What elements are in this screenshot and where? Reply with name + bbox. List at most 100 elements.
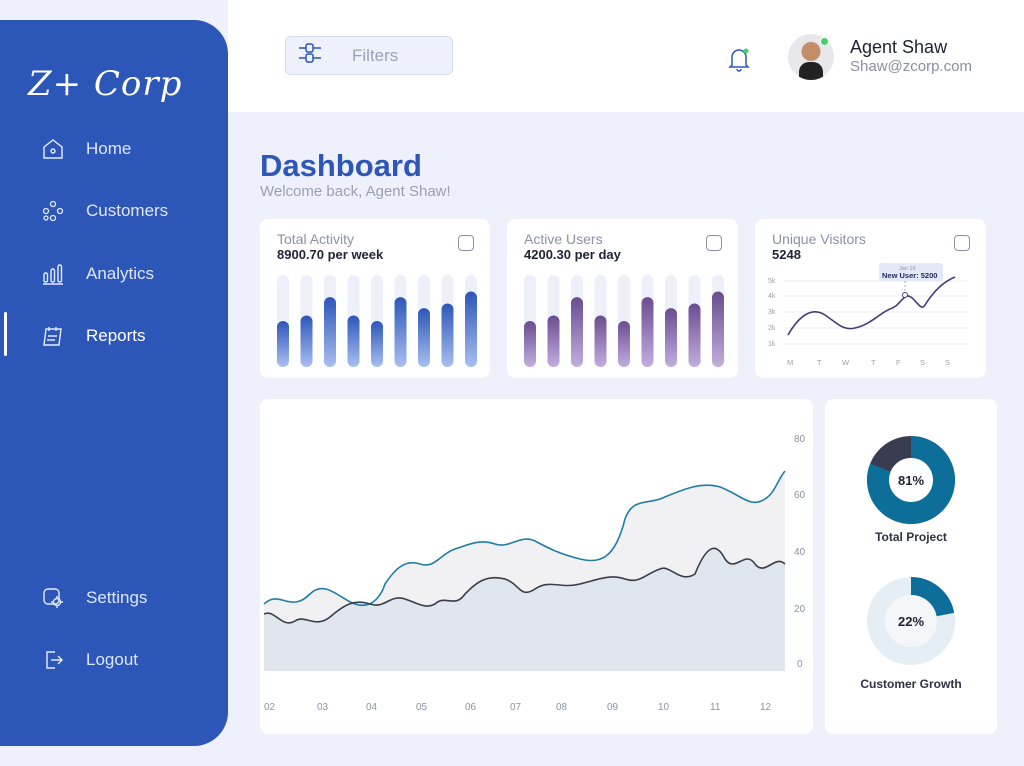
main-area-chart-card[interactable]: 80 60 40 20 0 02 03 04 05 06 07 08 09 10… <box>260 399 813 734</box>
donut-label: Total Project <box>875 530 947 544</box>
sidebar-item-label: Reports <box>86 326 146 345</box>
trend-down-icon <box>706 235 722 251</box>
notification-bell-icon[interactable] <box>728 46 750 77</box>
bar <box>524 321 536 367</box>
x-tick: S <box>920 358 925 367</box>
bar <box>277 321 289 367</box>
bar <box>618 321 630 367</box>
bar <box>571 297 583 367</box>
user-name: Agent Shaw <box>850 37 948 57</box>
filter-icon <box>298 42 322 69</box>
bar <box>594 315 607 367</box>
x-tick: 06 <box>465 702 477 713</box>
main-area-chart: 80 60 40 20 0 02 03 04 05 06 07 08 09 10… <box>263 434 806 713</box>
y-axis: 80 60 40 20 0 <box>794 434 806 670</box>
x-tick: F <box>896 358 901 367</box>
page-subtitle: Welcome back, Agent Shaw! <box>260 183 451 200</box>
user-email: Shaw@zcorp.com <box>850 58 972 75</box>
total-activity-card[interactable]: Total Activity 8900.70 per week <box>260 219 490 378</box>
x-tick: 12 <box>760 702 772 713</box>
tooltip <box>879 263 943 281</box>
users-bar-chart <box>524 275 724 367</box>
page-title: Dashboard <box>260 148 422 183</box>
y-tick: 40 <box>794 547 806 558</box>
card-title: Unique Visitors <box>772 231 866 247</box>
x-axis: M T W T F S S <box>787 358 950 367</box>
home-icon <box>40 136 66 162</box>
donut-label: Customer Growth <box>860 677 962 691</box>
x-axis: 02 03 04 05 06 07 08 09 10 11 12 <box>264 702 772 713</box>
logout-icon <box>40 647 66 673</box>
x-tick: 03 <box>317 702 329 713</box>
filters-label: Filters <box>352 45 399 65</box>
x-tick: 10 <box>658 702 670 713</box>
reports-icon <box>40 323 66 349</box>
bar <box>547 315 560 367</box>
avatar[interactable] <box>788 34 834 80</box>
sidebar-item-reports[interactable]: Reports <box>40 323 146 349</box>
x-tick: S <box>945 358 950 367</box>
series-line-upper <box>263 470 786 606</box>
analytics-icon <box>40 261 66 287</box>
x-tick: 09 <box>607 702 619 713</box>
logo: Z+ Corp <box>28 64 183 104</box>
sidebar-item-logout[interactable]: Logout <box>40 647 138 673</box>
visitors-line-chart: 5k 4k 3k 2k 1k Jan 19 New User: 5200 M T… <box>768 263 967 367</box>
online-status-icon <box>820 37 829 46</box>
bar <box>712 291 724 367</box>
x-tick: 04 <box>366 702 378 713</box>
card-value: 8900.70 per week <box>277 247 384 262</box>
tooltip-date: Jan 19 <box>899 266 916 272</box>
tooltip-text: New User: 5200 <box>882 271 937 280</box>
y-tick: 2k <box>768 325 776 332</box>
active-indicator <box>4 312 7 356</box>
bar <box>418 308 430 367</box>
bar <box>688 303 701 367</box>
activity-bar-chart <box>277 275 477 367</box>
y-tick: 4k <box>768 293 776 300</box>
sidebar-item-customers[interactable]: Customers <box>40 198 168 224</box>
active-users-card[interactable]: Active Users 4200.30 per day <box>507 219 738 378</box>
trend-up-icon <box>458 235 474 251</box>
sidebar: Z+ Corp Home Customers Analytics Reports… <box>0 20 228 746</box>
donut-value-segment <box>867 577 955 665</box>
filters-button[interactable]: Filters <box>285 36 453 75</box>
x-tick: T <box>817 358 822 367</box>
x-tick: 05 <box>416 702 428 713</box>
donut-charts-card[interactable]: 81% Total Project 22% Customer Growth <box>825 399 997 734</box>
x-tick: M <box>787 358 793 367</box>
y-tick: 80 <box>794 434 806 445</box>
donut-value-segment <box>867 436 955 524</box>
y-tick: 5k <box>768 278 776 285</box>
gear-icon <box>40 585 66 611</box>
card-title: Active Users <box>524 231 603 247</box>
sidebar-item-label: Customers <box>86 201 169 220</box>
bar <box>641 297 654 367</box>
visitors-line <box>787 276 956 336</box>
y-tick: 20 <box>794 604 806 615</box>
x-tick: W <box>842 358 850 367</box>
sidebar-item-analytics[interactable]: Analytics <box>40 261 154 287</box>
sidebar-item-home[interactable]: Home <box>40 136 131 162</box>
customers-icon <box>40 198 66 224</box>
header: Filters Agent Shaw Shaw@zcorp.com <box>228 0 1024 112</box>
y-tick: 3k <box>768 309 776 316</box>
unique-visitors-card[interactable]: Unique Visitors 5248 5k 4k 3k 2k 1k Jan … <box>755 219 986 378</box>
visitors-icon <box>954 235 970 251</box>
bar <box>665 308 677 367</box>
sidebar-item-label: Analytics <box>86 264 155 283</box>
total-project-donut: 81% <box>867 436 955 524</box>
donut-value: 81% <box>898 473 924 488</box>
sidebar-item-label: Logout <box>86 650 138 669</box>
customer-growth-donut: 22% <box>867 577 955 665</box>
y-tick: 0 <box>797 659 803 670</box>
series-line-lower <box>263 547 786 624</box>
bar <box>347 315 360 367</box>
sidebar-item-settings[interactable]: Settings <box>40 585 147 611</box>
bar <box>324 297 336 367</box>
y-tick: 1k <box>768 341 776 348</box>
bar <box>465 291 477 367</box>
sidebar-item-label: Home <box>86 139 132 158</box>
card-value: 4200.30 per day <box>524 247 621 262</box>
donut-value: 22% <box>898 614 924 629</box>
